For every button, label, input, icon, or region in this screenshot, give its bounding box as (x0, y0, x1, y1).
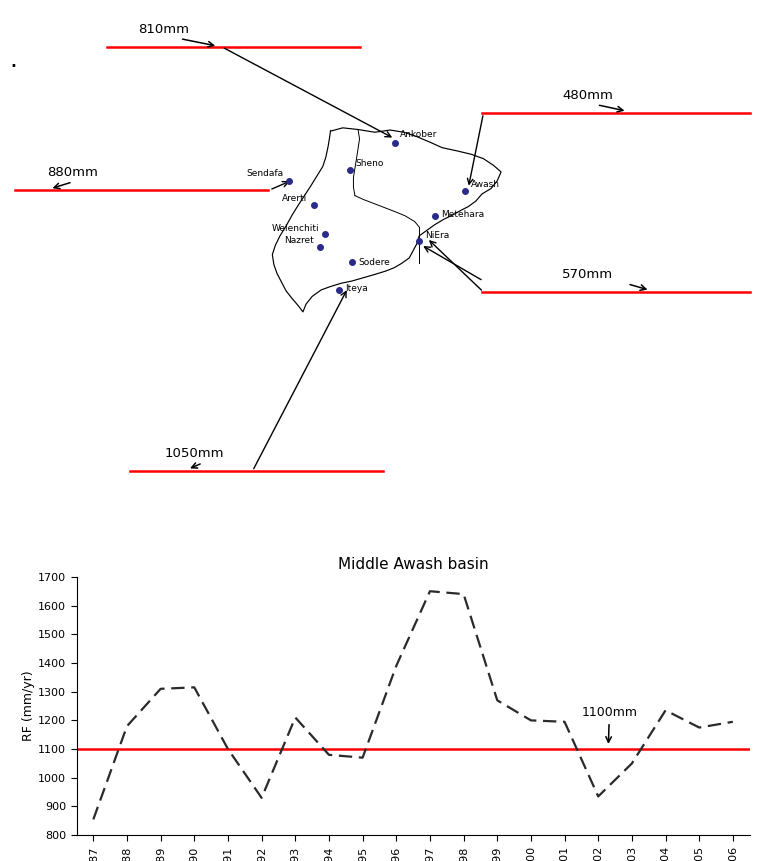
Text: Sheno: Sheno (355, 159, 383, 168)
Text: Iteya: Iteya (345, 284, 368, 293)
Text: Arerti: Arerti (282, 194, 308, 203)
Text: 570mm: 570mm (562, 268, 614, 281)
Text: Welenchiti: Welenchiti (272, 224, 319, 232)
Y-axis label: RF (mm/yr): RF (mm/yr) (22, 671, 35, 741)
Text: 480mm: 480mm (562, 89, 614, 102)
Text: Awash: Awash (471, 180, 500, 189)
Text: 1050mm: 1050mm (164, 447, 224, 460)
Text: 810mm: 810mm (138, 23, 189, 36)
Text: Sodere: Sodere (358, 257, 390, 267)
Text: Sendafa: Sendafa (246, 169, 283, 178)
Text: 880mm: 880mm (47, 166, 99, 179)
Text: Metehara: Metehara (441, 210, 483, 220)
Title: Middle Awash basin: Middle Awash basin (338, 556, 488, 572)
Text: 1100mm: 1100mm (581, 706, 637, 742)
Text: ·: · (9, 55, 17, 79)
Text: Nazret: Nazret (284, 236, 314, 245)
Text: NiEra: NiEra (425, 232, 450, 240)
Text: Ankober: Ankober (400, 130, 438, 139)
